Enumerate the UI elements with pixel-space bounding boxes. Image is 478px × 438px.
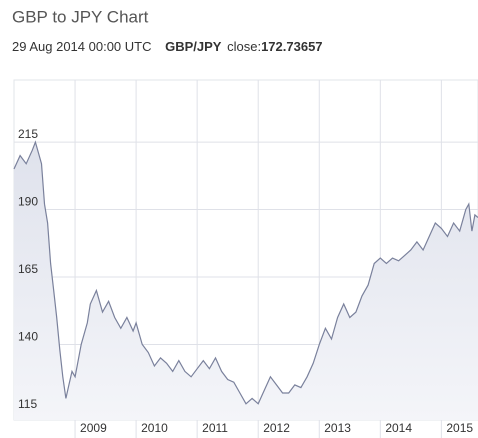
y-tick-label: 165 (18, 262, 38, 276)
chart-title: GBP to JPY Chart (12, 7, 149, 26)
price-line (13, 140, 478, 405)
close-label: close: (227, 39, 261, 54)
close-value: 172.73657 (261, 39, 322, 54)
x-tick-label: 2013 (324, 421, 351, 435)
x-tick-label: 2014 (385, 421, 412, 435)
x-tick-label: 2009 (80, 421, 107, 435)
chart-subtitle: 29 Aug 2014 00:00 UTC GBP/JPY close:172.… (12, 39, 323, 54)
y-tick-label: 215 (18, 127, 38, 141)
x-tick-label: 2010 (141, 421, 168, 435)
y-tick-label: 115 (18, 397, 37, 411)
x-tick-label: 2012 (263, 421, 290, 435)
y-tick-label: 140 (18, 330, 38, 344)
x-tick-label: 2015 (446, 421, 473, 435)
area-fill (14, 142, 478, 420)
x-tick-label: 2011 (202, 421, 228, 435)
pair: GBP/JPY (165, 39, 222, 54)
y-tick-label: 190 (18, 195, 38, 209)
date: 29 Aug 2014 00:00 UTC (12, 39, 152, 54)
